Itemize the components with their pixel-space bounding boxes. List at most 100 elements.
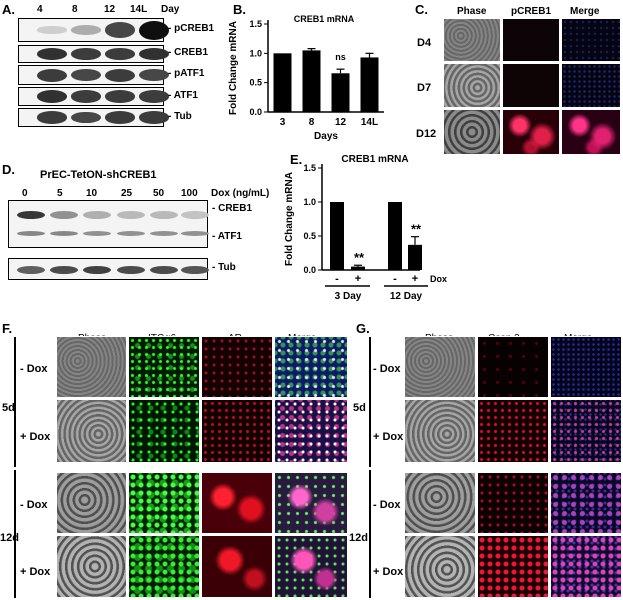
blot-band — [71, 68, 101, 82]
y-tick-label: 0.5 — [303, 231, 316, 241]
panel-b-label: B. — [233, 2, 246, 17]
blot-band — [37, 48, 67, 60]
y-tick-label: 1.5 — [303, 163, 316, 173]
bar — [351, 266, 365, 270]
timepoint-label: 12d — [0, 532, 19, 544]
x-tick-label: - — [393, 273, 397, 285]
blot-strip — [18, 65, 169, 85]
micrograph-casp3 — [477, 336, 549, 398]
x-tick-label: + — [412, 273, 418, 285]
bracket-12d — [14, 470, 16, 598]
blot-band — [50, 211, 78, 219]
blot-label: - pCREB1 — [168, 23, 215, 34]
blot-band — [150, 266, 178, 274]
x-axis-label: Dox — [430, 274, 447, 284]
dose-label: 0 — [22, 188, 28, 199]
x-tick-label: 14L — [361, 117, 378, 128]
blot-strip — [18, 18, 169, 42]
micrograph-merge — [561, 109, 621, 155]
blot-label: - CREB1 — [212, 203, 253, 214]
bracket-5d — [369, 337, 371, 467]
y-tick-label: 0.0 — [249, 107, 262, 117]
blot-strip — [18, 87, 169, 106]
blot-band — [71, 90, 101, 103]
x-tick-label: 12 — [335, 117, 347, 128]
blot-band — [71, 25, 101, 35]
lane-axis-label: Day — [161, 4, 180, 15]
bar — [330, 202, 344, 270]
blot-band — [71, 48, 101, 60]
y-tick-label: 0.0 — [303, 265, 316, 275]
micrograph-phase — [404, 472, 476, 534]
micrograph-phase — [443, 18, 501, 62]
micrograph-ar — [201, 399, 273, 463]
col-header: Merge — [570, 6, 600, 17]
micrograph-phase — [56, 472, 127, 534]
blot-label: - pATF1 — [168, 68, 205, 79]
blot-band — [139, 111, 169, 124]
lane-label: 14L — [130, 4, 148, 15]
significance-label: ** — [354, 250, 365, 265]
panel-d-label: D. — [2, 162, 15, 177]
blot-label: - ATF1 — [212, 231, 242, 242]
panel-a-label: A. — [2, 2, 15, 17]
row-label: D7 — [417, 82, 432, 94]
dose-axis-label: Dox (ng/mL) — [211, 188, 270, 199]
x-tick-label: - — [335, 273, 339, 285]
panel-d-title: PrEC-TetON-shCREB1 — [40, 169, 157, 181]
blot-band — [105, 90, 135, 103]
timepoint-label: 12d — [349, 532, 368, 544]
blot-label: - Tub — [168, 110, 192, 122]
micrograph-casp3 — [477, 472, 549, 534]
y-tick-label: 1.0 — [303, 197, 316, 207]
dose-label: 100 — [181, 188, 198, 199]
panel-g-label: G. — [356, 321, 370, 336]
x-axis-label: Days — [314, 131, 338, 142]
bar — [388, 202, 402, 270]
micrograph-phase — [56, 336, 127, 398]
blot-band — [83, 231, 111, 236]
blot-band — [105, 48, 135, 60]
micrograph-ar — [201, 336, 273, 398]
chart-title: CREB1 mRNA — [294, 14, 355, 24]
blot-band — [139, 48, 169, 60]
timepoint-label: 5d — [2, 402, 15, 414]
micrograph-pcreb1 — [502, 63, 560, 108]
y-tick-label: 1.0 — [249, 48, 262, 58]
micrograph-casp3 — [477, 535, 549, 598]
micrograph-merge — [561, 63, 621, 108]
micrograph-merge — [550, 336, 622, 398]
blot-band — [50, 266, 78, 274]
col-header: pCREB1 — [511, 6, 552, 17]
blot-label: - Tub — [212, 262, 236, 273]
micrograph-merge — [550, 535, 622, 598]
blot-band — [117, 211, 145, 219]
micrograph-merge — [274, 535, 348, 598]
micrograph-ar — [201, 472, 273, 534]
y-axis-label: Fold Change mRNA — [284, 172, 295, 266]
blot-strip — [8, 258, 209, 280]
bar — [408, 244, 422, 270]
blot-band — [17, 211, 45, 219]
blot-band — [117, 266, 145, 274]
dose-label: 5 — [57, 188, 63, 199]
blot-band — [181, 211, 209, 219]
micrograph-itga6 — [128, 535, 200, 598]
col-header: Phase — [457, 6, 487, 17]
blot-band — [37, 111, 67, 124]
panel-e-label: E. — [290, 152, 303, 167]
condition-label: - Dox — [20, 499, 48, 511]
blot-band — [105, 111, 135, 124]
blot-band — [105, 22, 135, 38]
blot-band — [17, 231, 45, 236]
micrograph-merge — [274, 472, 348, 534]
row-label: D4 — [417, 37, 432, 49]
micrograph-phase — [404, 336, 476, 398]
blot-strip — [8, 200, 209, 248]
condition-label: - Dox — [373, 363, 401, 375]
micrograph-merge — [274, 399, 348, 463]
blot-strip — [18, 45, 169, 63]
dose-label: 50 — [153, 188, 165, 199]
lane-label: 4 — [37, 4, 43, 15]
micrograph-pcreb1 — [502, 18, 560, 62]
